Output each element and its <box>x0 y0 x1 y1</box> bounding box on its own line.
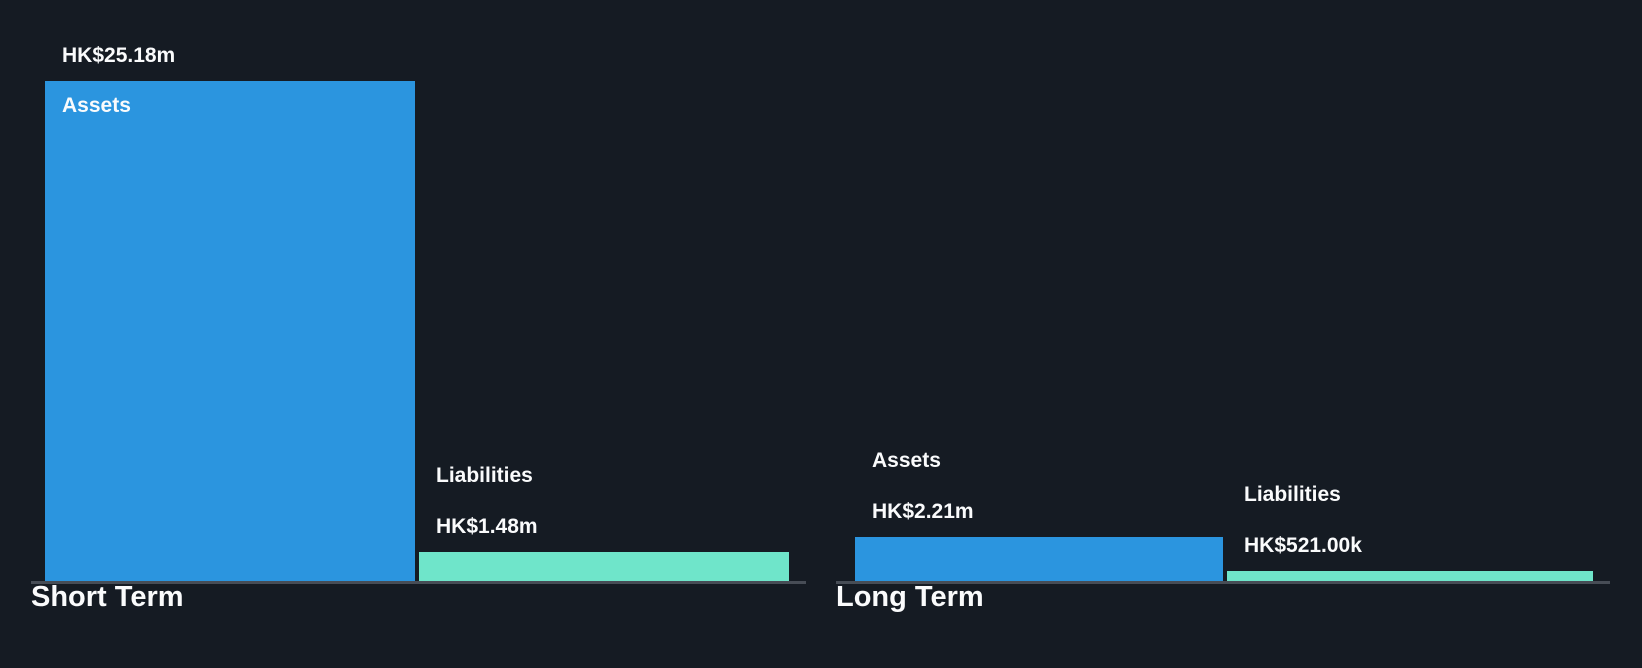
section-title: Long Term <box>836 581 984 613</box>
bar-name-label: Assets <box>62 94 131 117</box>
bar-name-label: Assets <box>872 449 941 472</box>
x-axis-line <box>836 581 1610 584</box>
liabilities-bar[interactable] <box>419 552 789 581</box>
short-term-section: HK$25.18m Assets Liabilities HK$1.48m Sh… <box>31 0 806 668</box>
liabilities-bar[interactable] <box>1227 571 1593 581</box>
assets-bar[interactable] <box>855 537 1223 581</box>
bar-name-label: Liabilities <box>436 464 533 487</box>
bar-value-label: HK$2.21m <box>872 500 974 523</box>
assets-bar[interactable] <box>45 81 415 581</box>
section-title: Short Term <box>31 581 184 613</box>
long-term-section: Assets HK$2.21m Liabilities HK$521.00k L… <box>836 0 1610 668</box>
bar-value-label: HK$25.18m <box>62 44 176 67</box>
x-axis-line <box>31 581 806 584</box>
bar-name-label: Liabilities <box>1244 483 1341 506</box>
bar-value-label: HK$521.00k <box>1244 534 1362 557</box>
bar-value-label: HK$1.48m <box>436 515 538 538</box>
